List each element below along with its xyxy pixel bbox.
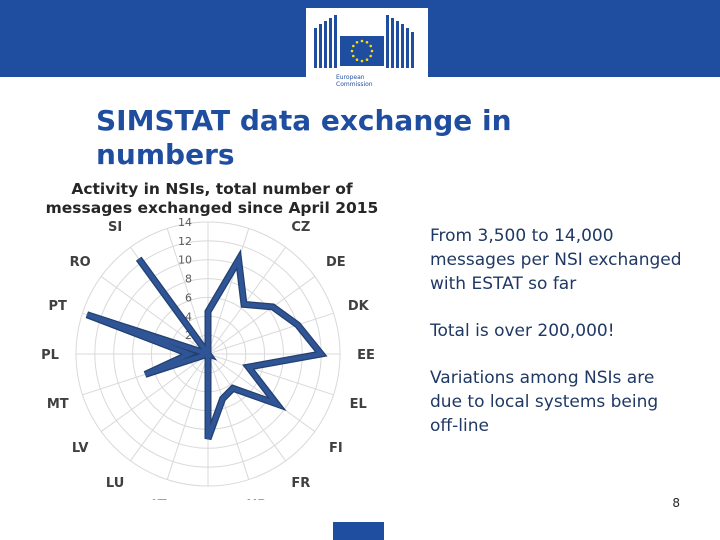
grid-spoke [166,228,209,355]
slide-title: SIMSTAT data exchange in numbers [96,104,512,171]
ec-building-icon [314,15,414,68]
flag-star [369,44,372,48]
category-label: SK [149,210,169,213]
flag-star [352,54,355,58]
note-variations: Variations among NSIs are due to local s… [430,368,659,436]
category-label: CZ [291,220,310,235]
category-label: RO [70,255,91,270]
category-label: LV [72,441,89,456]
flag-star [352,44,355,48]
category-label: PL [41,348,59,363]
flag-star [360,59,364,63]
grid-spoke [207,353,334,396]
flag-star [365,41,369,44]
flag-star [370,49,374,53]
category-label: EE [357,348,375,363]
category-label: HR [246,498,267,500]
grid-spoke [207,312,334,355]
tick-label: 12 [178,235,192,248]
category-label: FR [291,476,310,491]
category-label: BG [247,210,268,213]
note-total: Total is over 200,000! [430,321,615,341]
category-label: LT [152,498,167,500]
flag-star [365,58,369,61]
category-label: DE [326,255,346,270]
category-label: EL [350,397,367,412]
european-commission-logo: European Commission [306,8,428,100]
category-label: DK [348,299,370,314]
note-range: From 3,500 to 14,000 messages per NSI ex… [430,226,682,294]
grid-spoke [166,353,209,480]
series-line [86,252,326,440]
tick-label: 14 [178,216,192,229]
chart-title: Activity in NSIs, total number of messag… [45,180,379,217]
category-label: MT [47,397,69,412]
category-label: LU [106,476,124,491]
grid-spoke [100,276,209,355]
flag-star [355,41,359,44]
grid-spoke [207,353,316,432]
tick-label: 4 [185,310,192,323]
flag-star [360,39,364,43]
tick-label: 8 [185,273,192,286]
page-number: 8 [672,496,680,510]
category-label: SI [108,220,122,235]
radar-category-labels: ATBGCZDEDKEEELFIFRHRITLTLULVMTPLPTROSISK [41,210,375,500]
radar-series [85,249,328,441]
footer-flag [333,522,384,540]
tick-label: 2 [185,329,192,342]
grid-spoke [207,353,286,462]
flag-star [369,54,372,58]
grid-spoke [130,353,209,462]
tick-label: 6 [185,291,192,304]
tick-label: 10 [178,254,192,267]
flag-star [355,58,359,61]
grid-spoke [100,353,209,432]
grid-spoke [207,353,250,480]
grid-spoke [207,276,316,355]
grid-spoke [207,228,250,355]
flag-star [350,49,354,53]
logo-caption: European Commission [336,74,373,88]
notes-panel: From 3,500 to 14,000 messages per NSI ex… [430,224,690,461]
category-label: FI [329,441,343,456]
category-label: PT [49,299,68,314]
